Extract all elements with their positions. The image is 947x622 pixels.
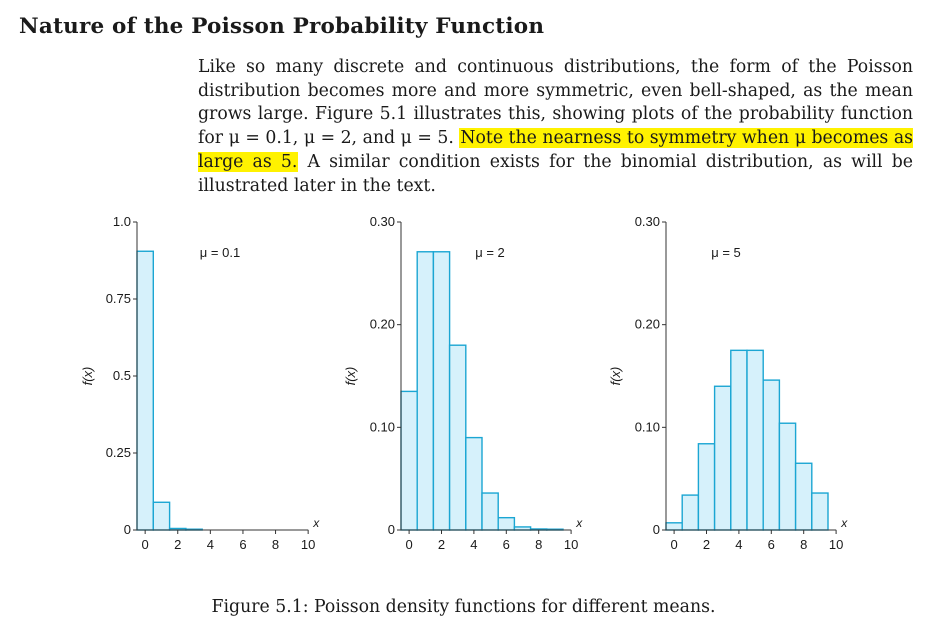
paragraph-text-before: Like so many discrete and continuous dis… (198, 57, 913, 149)
x-tick-label: 2 (438, 537, 445, 552)
x-axis-label: x (840, 516, 848, 530)
y-tick-label: 1.0 (113, 214, 131, 229)
chart-panel-1: 0 0.25 0.5 0.75 1.0 0 2 4 6 8 10 x f(x) μ = 0.1 (80, 214, 320, 552)
bar (497, 516, 516, 531)
bar (746, 349, 764, 531)
bar (416, 251, 435, 531)
bar (432, 251, 451, 531)
bar (778, 422, 797, 531)
x-tick-label: 10 (301, 537, 315, 552)
y-axis-label: f(x) (343, 367, 358, 386)
chart-panel-2: 0 0.10 0.20 0.30 0 2 4 6 8 10 x f(x) μ = 2 (343, 214, 583, 552)
x-tick-label: 8 (535, 537, 542, 552)
bar (465, 436, 483, 531)
y-tick-label: 0.10 (370, 419, 395, 434)
mean-label: μ = 5 (711, 245, 741, 260)
x-tick-label: 4 (470, 537, 477, 552)
y-axis-label: f(x) (608, 367, 623, 386)
x-tick-label: 0 (142, 537, 149, 552)
bar (713, 385, 732, 531)
y-tick-label: 0.30 (370, 214, 395, 229)
y-tick-label: 0.20 (370, 317, 395, 332)
x-axis-label: x (312, 516, 320, 530)
mean-label: μ = 0.1 (200, 245, 240, 260)
x-tick-label: 4 (207, 537, 214, 552)
y-tick-label: 0.25 (106, 445, 131, 460)
y-tick-label: 0.30 (635, 214, 660, 229)
bar (697, 443, 716, 531)
body-paragraph: Like so many discrete and continuous dis… (198, 56, 913, 198)
bar (665, 522, 683, 531)
figure-caption: Figure 5.1: Poisson density functions fo… (0, 597, 947, 617)
x-tick-label: 0 (670, 537, 677, 552)
x-axis-label: x (575, 516, 583, 530)
y-tick-label: 0.5 (113, 368, 131, 383)
y-tick-label: 0 (124, 522, 131, 537)
figure-caption-text: Figure 5.1: Poisson density functions fo… (211, 597, 716, 617)
chart-panel-3: 0 0.10 0.20 0.30 0 2 4 6 8 10 x f(x) μ = 5 (608, 214, 848, 552)
bar (762, 379, 781, 531)
bar (794, 462, 813, 531)
bar (481, 492, 499, 531)
x-tick-label: 6 (503, 537, 510, 552)
bar (136, 250, 154, 531)
bar (681, 494, 700, 531)
x-tick-label: 10 (564, 537, 578, 552)
y-axis-label: f(x) (80, 367, 95, 386)
bar (448, 344, 467, 531)
bar (730, 349, 748, 531)
x-tick-label: 2 (703, 537, 710, 552)
paragraph-text-after: A similar condition exists for the binom… (198, 151, 913, 196)
y-tick-label: 0 (653, 522, 660, 537)
y-tick-label: 0.20 (635, 317, 660, 332)
x-tick-label: 10 (829, 537, 843, 552)
bar (152, 501, 171, 531)
x-tick-label: 2 (174, 537, 181, 552)
section-heading: Nature of the Poisson Probability Functi… (19, 14, 545, 39)
y-tick-label: 0.10 (635, 419, 660, 434)
x-tick-label: 4 (735, 537, 742, 552)
x-tick-label: 6 (239, 537, 246, 552)
y-tick-label: 0 (388, 522, 395, 537)
x-tick-label: 6 (768, 537, 775, 552)
x-tick-label: 8 (272, 537, 279, 552)
x-tick-label: 0 (405, 537, 412, 552)
y-tick-label: 0.75 (106, 291, 131, 306)
bar (811, 492, 829, 531)
x-tick-label: 8 (800, 537, 807, 552)
mean-label: μ = 2 (475, 245, 505, 260)
bar (400, 390, 418, 531)
